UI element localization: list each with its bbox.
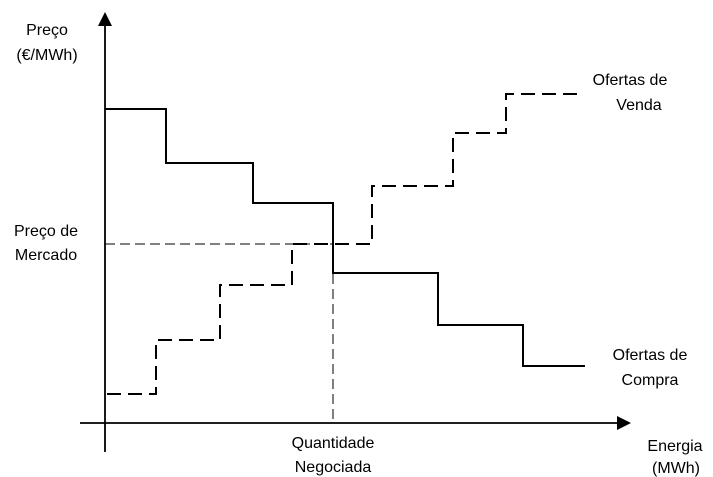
market-price-label-line1: Preço de <box>14 223 78 240</box>
x-axis-label-line2: (MWh) <box>652 460 700 477</box>
x-axis-label-line1: Energia <box>647 438 702 455</box>
supply-curve <box>107 93 579 395</box>
demand-curve <box>105 108 585 367</box>
demand-curve-label-line2: Compra <box>622 372 679 389</box>
traded-quantity-label-line2: Negociada <box>295 459 372 476</box>
y-axis-label-line2: (€/MWh) <box>16 47 77 64</box>
supply-curve-label-line1: Ofertas de <box>593 72 668 89</box>
y-axis-label-line1: Preço <box>26 22 68 39</box>
market-price-label-line2: Mercado <box>15 247 77 264</box>
supply-curve-label-line2: Venda <box>616 97 661 114</box>
demand-curve-label-line1: Ofertas de <box>613 347 688 364</box>
traded-quantity-label-line1: Quantidade <box>292 435 375 452</box>
